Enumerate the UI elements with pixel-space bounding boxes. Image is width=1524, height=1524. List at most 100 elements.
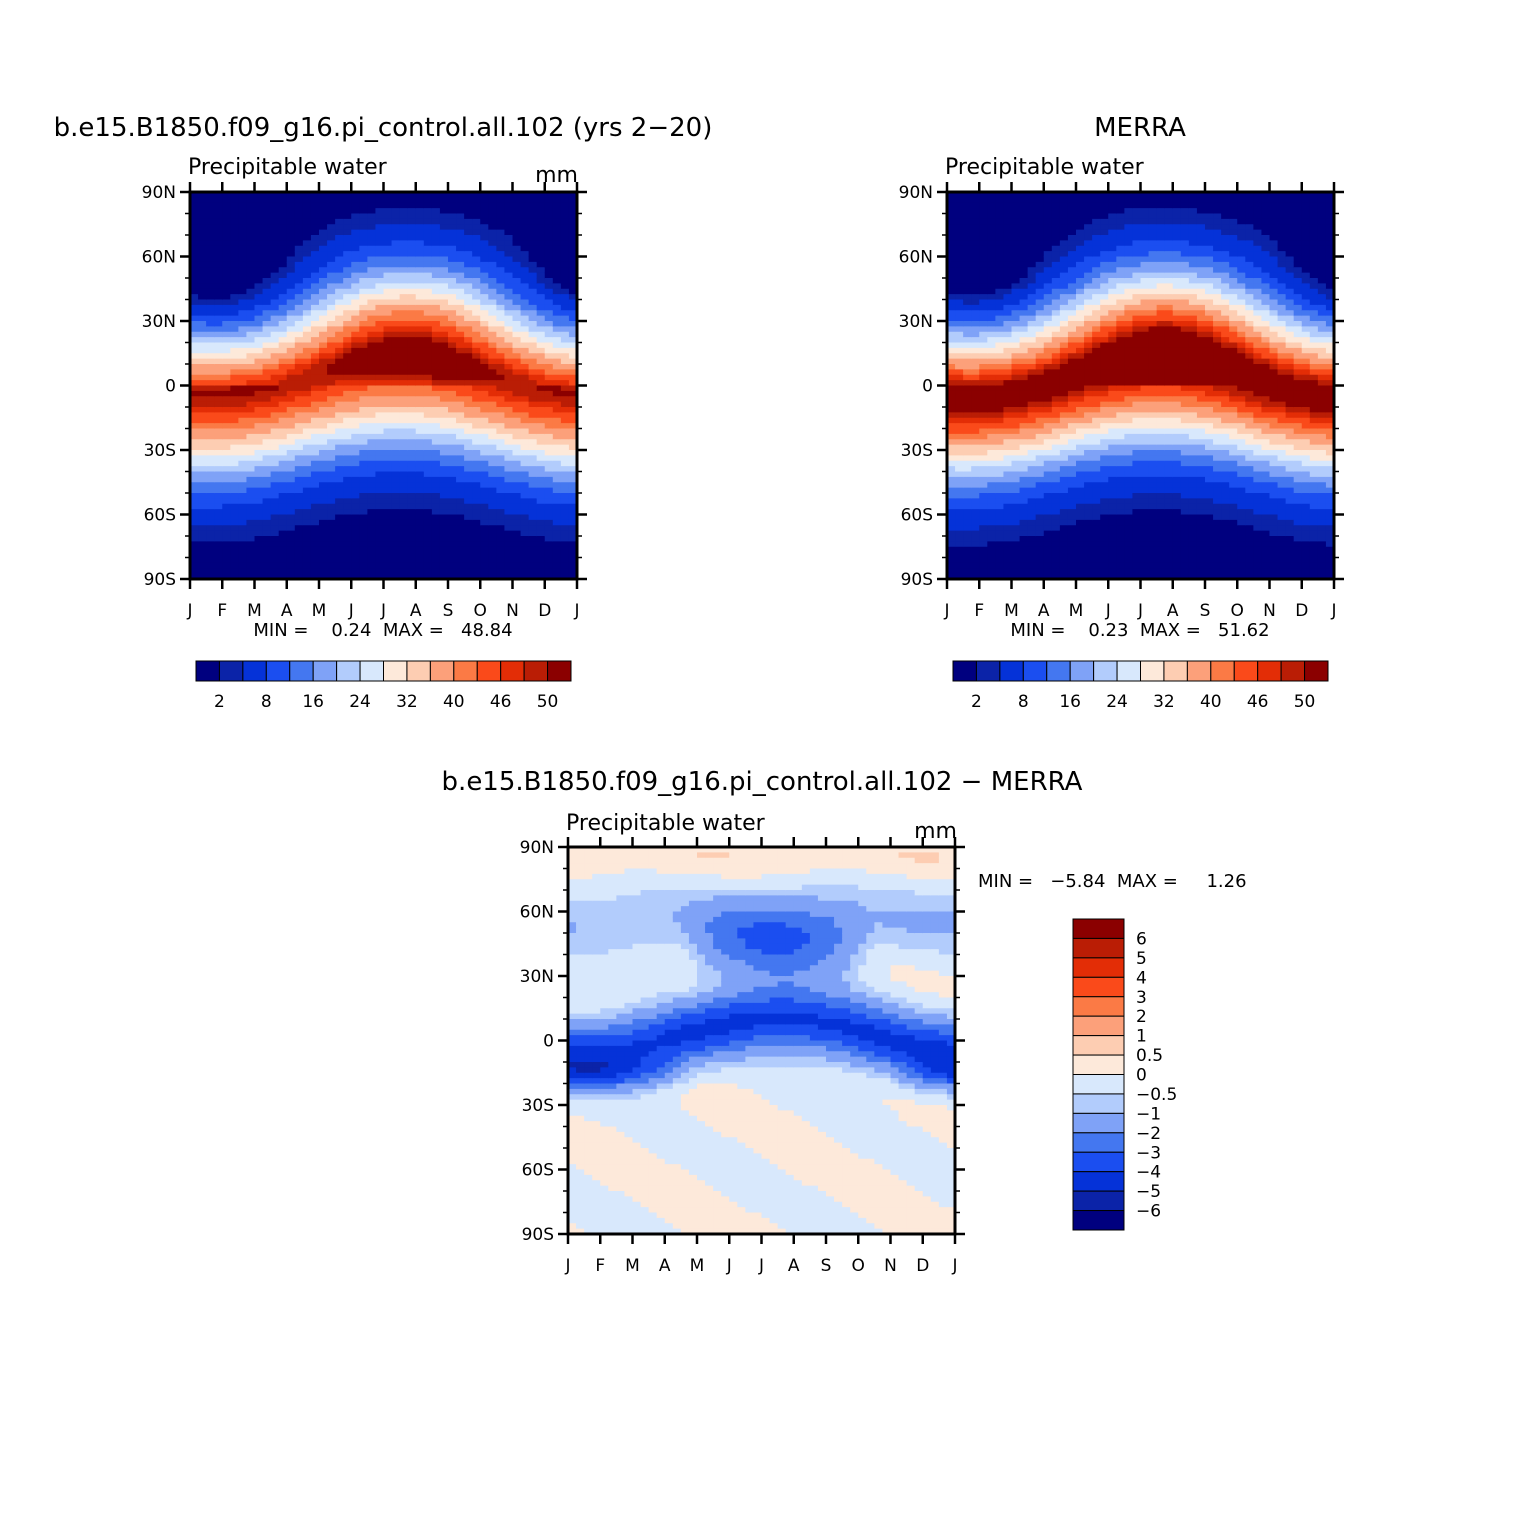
field-cell bbox=[214, 390, 223, 397]
field-cell bbox=[512, 482, 522, 489]
field-cell bbox=[1092, 240, 1101, 247]
field-cell bbox=[552, 251, 562, 258]
field-cell bbox=[286, 455, 296, 462]
field-cell bbox=[310, 514, 320, 521]
field-cell bbox=[448, 514, 457, 521]
field-cell bbox=[1011, 498, 1021, 505]
field-cell bbox=[222, 514, 231, 521]
field-cell bbox=[294, 568, 304, 575]
field-cell bbox=[359, 218, 368, 225]
field-cell bbox=[262, 390, 272, 397]
field-cell bbox=[439, 267, 449, 274]
field-cell bbox=[1003, 519, 1013, 526]
field-cell bbox=[1084, 439, 1093, 446]
field-cell bbox=[448, 331, 457, 338]
field-cell bbox=[423, 245, 433, 252]
field-cell bbox=[399, 294, 409, 301]
field-cell bbox=[955, 466, 964, 473]
field-cell bbox=[1011, 380, 1021, 387]
field-cell bbox=[302, 562, 312, 569]
field-cell bbox=[1035, 557, 1045, 564]
field-cell bbox=[1011, 288, 1021, 295]
field-cell bbox=[399, 487, 409, 494]
field-cell bbox=[1092, 218, 1101, 225]
field-cell bbox=[391, 417, 401, 424]
field-cell bbox=[1019, 218, 1029, 225]
field-cell bbox=[971, 552, 980, 559]
field-cell bbox=[230, 245, 239, 252]
field-cell bbox=[415, 315, 425, 322]
field-cell bbox=[302, 450, 312, 456]
field-cell bbox=[1011, 552, 1021, 559]
field-cell bbox=[971, 482, 980, 489]
field-cell bbox=[246, 288, 256, 295]
field-cell bbox=[947, 412, 956, 419]
field-cell bbox=[1100, 342, 1109, 349]
field-cell bbox=[391, 401, 401, 408]
field-cell bbox=[552, 192, 562, 198]
field-cell bbox=[512, 466, 522, 473]
field-cell bbox=[1076, 396, 1085, 403]
field-cell bbox=[335, 525, 344, 532]
field-cell bbox=[198, 208, 207, 215]
field-cell bbox=[222, 288, 231, 295]
field-cell bbox=[270, 294, 280, 301]
field-cell bbox=[472, 471, 481, 478]
field-cell bbox=[214, 299, 223, 306]
field-cell bbox=[496, 476, 506, 483]
field-cell bbox=[520, 374, 530, 381]
field-cell bbox=[979, 299, 988, 306]
field-cell bbox=[246, 251, 256, 258]
field-cell bbox=[1011, 519, 1021, 526]
field-cell bbox=[1043, 530, 1053, 537]
field-cell bbox=[1059, 208, 1069, 215]
field-cell bbox=[190, 245, 199, 252]
field-cell bbox=[1084, 342, 1093, 349]
field-cell bbox=[568, 466, 578, 473]
field-cell bbox=[302, 444, 312, 451]
field-cell bbox=[1043, 444, 1053, 451]
field-cell bbox=[488, 256, 497, 263]
field-cell bbox=[439, 450, 449, 456]
field-cell bbox=[294, 493, 304, 499]
field-cell bbox=[1076, 482, 1085, 489]
field-cell bbox=[310, 197, 320, 204]
field-cell bbox=[544, 218, 554, 225]
field-cell bbox=[230, 374, 239, 381]
field-cell bbox=[278, 310, 288, 317]
field-cell bbox=[963, 342, 972, 349]
field-cell bbox=[294, 299, 304, 306]
field-cell bbox=[222, 509, 231, 516]
field-cell bbox=[1067, 466, 1077, 473]
field-cell bbox=[947, 471, 956, 478]
field-cell bbox=[319, 331, 328, 338]
field-cell bbox=[987, 369, 996, 376]
field-cell bbox=[375, 552, 385, 559]
field-cell bbox=[262, 396, 272, 403]
field-cell bbox=[375, 562, 385, 569]
field-cell bbox=[955, 364, 964, 370]
field-cell bbox=[246, 390, 256, 397]
field-cell bbox=[1100, 364, 1109, 370]
field-cell bbox=[230, 283, 239, 290]
field-cell bbox=[230, 278, 239, 284]
field-cell bbox=[504, 272, 514, 279]
field-cell bbox=[464, 546, 473, 553]
field-cell bbox=[198, 213, 207, 220]
field-cell bbox=[407, 514, 417, 521]
field-cell bbox=[488, 514, 497, 521]
field-cell bbox=[512, 202, 522, 209]
field-cell bbox=[536, 546, 546, 553]
field-cell bbox=[327, 439, 336, 446]
field-cell bbox=[1076, 401, 1085, 408]
field-cell bbox=[448, 530, 457, 537]
field-cell bbox=[286, 385, 296, 392]
field-cell bbox=[198, 450, 207, 456]
field-cell bbox=[375, 213, 385, 220]
field-cell bbox=[375, 433, 385, 440]
field-cell bbox=[375, 568, 385, 575]
x-tick-label: M bbox=[247, 601, 262, 621]
field-cell bbox=[206, 412, 215, 419]
field-cell bbox=[391, 530, 401, 537]
field-cell bbox=[1027, 240, 1037, 247]
